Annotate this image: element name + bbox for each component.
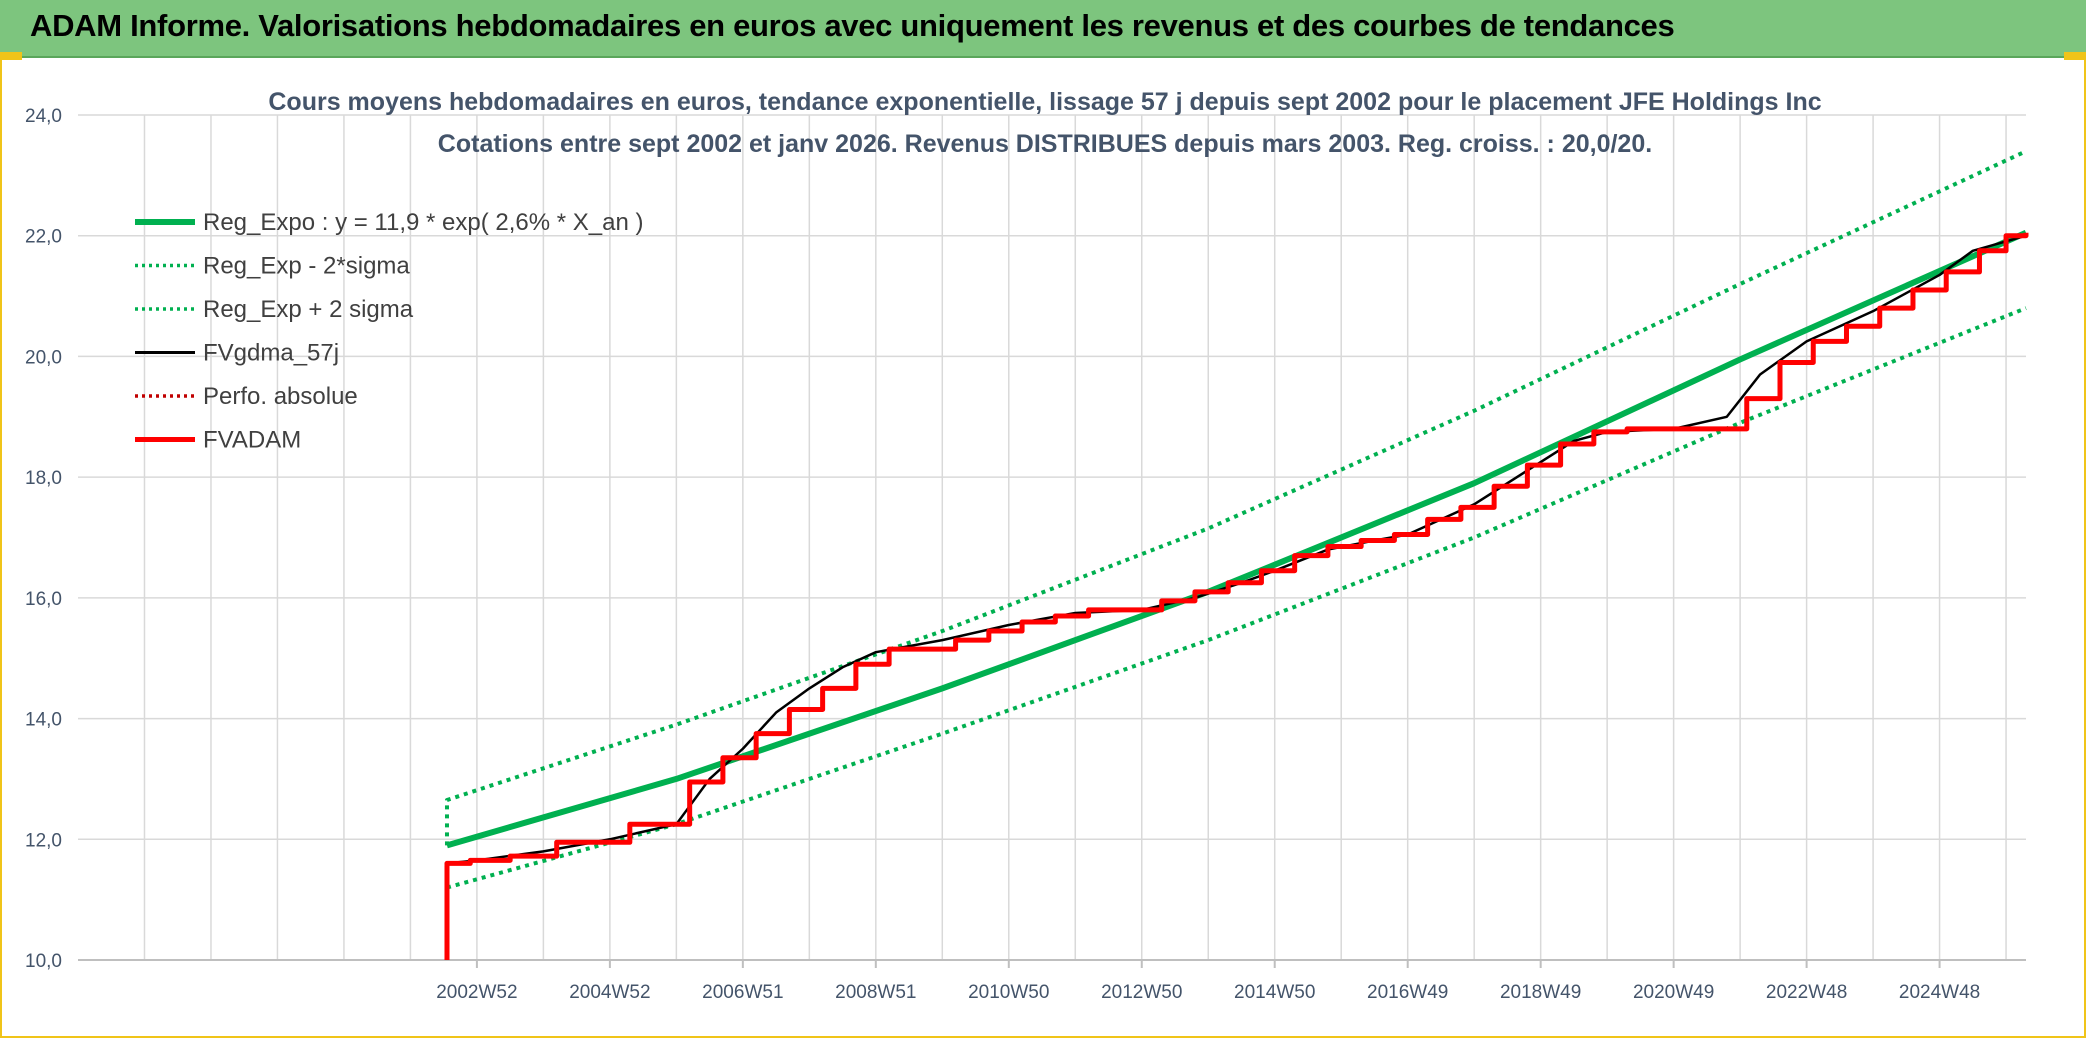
x-tick-label: 2018W49 [1500, 982, 1581, 1003]
x-tick-label: 2006W51 [702, 982, 783, 1003]
y-tick-label: 14,0 [25, 710, 62, 731]
x-tick-label: 2008W51 [835, 982, 916, 1003]
x-tick-label: 2014W50 [1234, 982, 1315, 1003]
y-tick-label: 10,0 [25, 951, 62, 972]
y-tick-label: 12,0 [25, 830, 62, 851]
corner-accent-left [0, 52, 22, 60]
plot-grid [78, 114, 2026, 961]
chart-title-line-1: Cours moyens hebdomadaires en euros, ten… [268, 88, 1821, 116]
x-tick-label: 2016W49 [1367, 982, 1448, 1003]
x-axis: 2002W52 2004W52 2006W51 2008W51 2010W50 2012W… [78, 959, 2026, 1003]
y-tick-label: 20,0 [25, 347, 62, 368]
y-tick-label: 16,0 [25, 589, 62, 610]
y-axis: 10,0 12,0 14,0 16,0 18,0 20,0 22,0 24,0 [25, 106, 62, 972]
x-tick-label: 2022W48 [1766, 982, 1847, 1003]
legend-label: FVADAM [203, 427, 301, 454]
legend-label: Reg_Exp - 2*sigma [203, 253, 410, 280]
y-tick-label: 18,0 [25, 468, 62, 489]
chart-title-line-2: Cotations entre sept 2002 et janv 2026. … [438, 130, 1652, 158]
x-tick-label: 2002W52 [436, 982, 517, 1003]
x-tick-label: 2004W52 [569, 982, 650, 1003]
x-tick-label: 2012W50 [1101, 982, 1182, 1003]
series-line-5 [444, 232, 2029, 960]
corner-accent-right [2064, 52, 2086, 60]
x-tick-label: 2024W48 [1899, 982, 1980, 1003]
series-line-2 [444, 149, 2027, 846]
series-layer [444, 149, 2029, 960]
legend-label: Perfo. absolue [203, 383, 358, 410]
series-line-0 [446, 229, 2028, 849]
legend: Reg_Expo : y = 11,9 * exp( 2,6% * X_an )… [135, 209, 643, 454]
report-banner: ADAM Informe. Valorisations hebdomadaire… [0, 0, 2086, 58]
x-tick-label: 2020W49 [1633, 982, 1714, 1003]
legend-label: FVgdma_57j [203, 340, 339, 367]
y-tick-label: 22,0 [25, 227, 62, 248]
y-tick-label: 24,0 [25, 106, 62, 127]
legend-label: Reg_Exp + 2 sigma [203, 296, 414, 323]
legend-label: Reg_Expo : y = 11,9 * exp( 2,6% * X_an ) [203, 209, 643, 236]
x-tick-label: 2010W50 [968, 982, 1049, 1003]
series-line-3 [446, 234, 2027, 865]
report-title: ADAM Informe. Valorisations hebdomadaire… [30, 8, 1675, 43]
